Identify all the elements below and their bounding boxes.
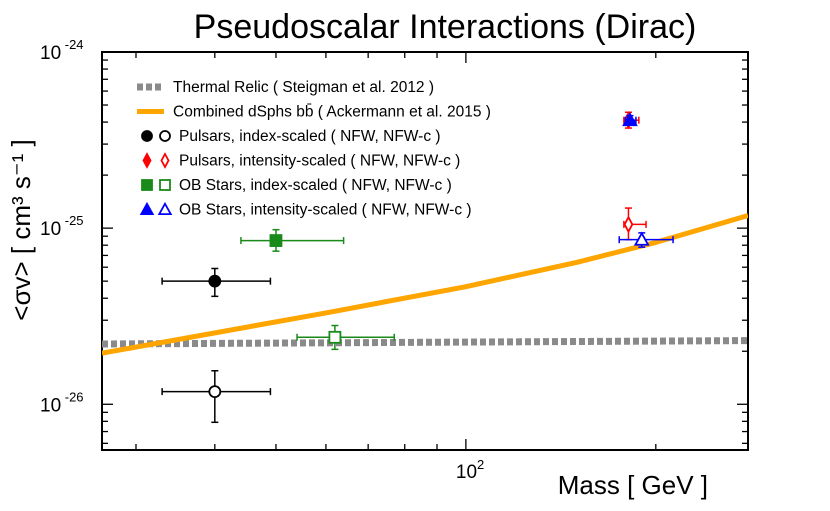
legend-marker-open	[159, 130, 171, 142]
legend-marker-filled	[142, 152, 152, 169]
data-point-square	[269, 234, 283, 247]
legend-marker-open	[160, 152, 170, 169]
legend: Thermal Relic ( Steigman et al. 2012 ) Co…	[137, 79, 491, 219]
y-tick-label: 10 -24	[40, 37, 84, 64]
data-point-circle	[208, 274, 222, 288]
legend-label: OB Stars, index-scaled ( NFW, NFW-c )	[179, 177, 452, 194]
data-points	[161, 111, 674, 424]
legend-marker-filled	[139, 201, 155, 216]
plot-frame	[101, 51, 749, 451]
legend-label: OB Stars, intensity-scaled ( NFW, NFW-c …	[179, 202, 472, 219]
x-axis-label: Mass [ GeV ]	[558, 470, 708, 500]
model-lines	[102, 213, 748, 356]
x-tick-label: 102	[456, 457, 484, 483]
y-tick-label: 10 -26	[40, 389, 84, 416]
axis-ticks: 10 -24 10 -25 10 -26 102	[40, 37, 748, 483]
legend-label: Combined dSphs bb̄ ( Ackermann et al. 20…	[173, 104, 491, 121]
data-point-diamond	[623, 215, 634, 234]
data-point-triangle	[622, 112, 638, 127]
thermal-relic-line	[102, 337, 748, 348]
data-point-square	[328, 330, 342, 344]
y-tick-label: 10 -25	[40, 213, 84, 240]
combined-dsphs-line	[102, 213, 748, 356]
legend-marker-open	[157, 201, 173, 216]
legend-marker-open	[159, 179, 171, 191]
y-axis-label: <σv> [ cm³ s⁻¹ ]	[6, 139, 36, 320]
data-point-triangle	[633, 231, 650, 246]
legend-marker-filled	[141, 179, 153, 191]
legend-label: Pulsars, intensity-scaled ( NFW, NFW-c )	[179, 153, 460, 170]
legend-label: Thermal Relic ( Steigman et al. 2012 )	[173, 79, 434, 96]
legend-marker-filled	[141, 130, 153, 142]
data-point-circle	[208, 385, 222, 399]
legend-label: Pulsars, index-scaled ( NFW, NFW-c )	[179, 128, 441, 145]
chart-title: Pseudoscalar Interactions (Dirac)	[194, 8, 697, 46]
